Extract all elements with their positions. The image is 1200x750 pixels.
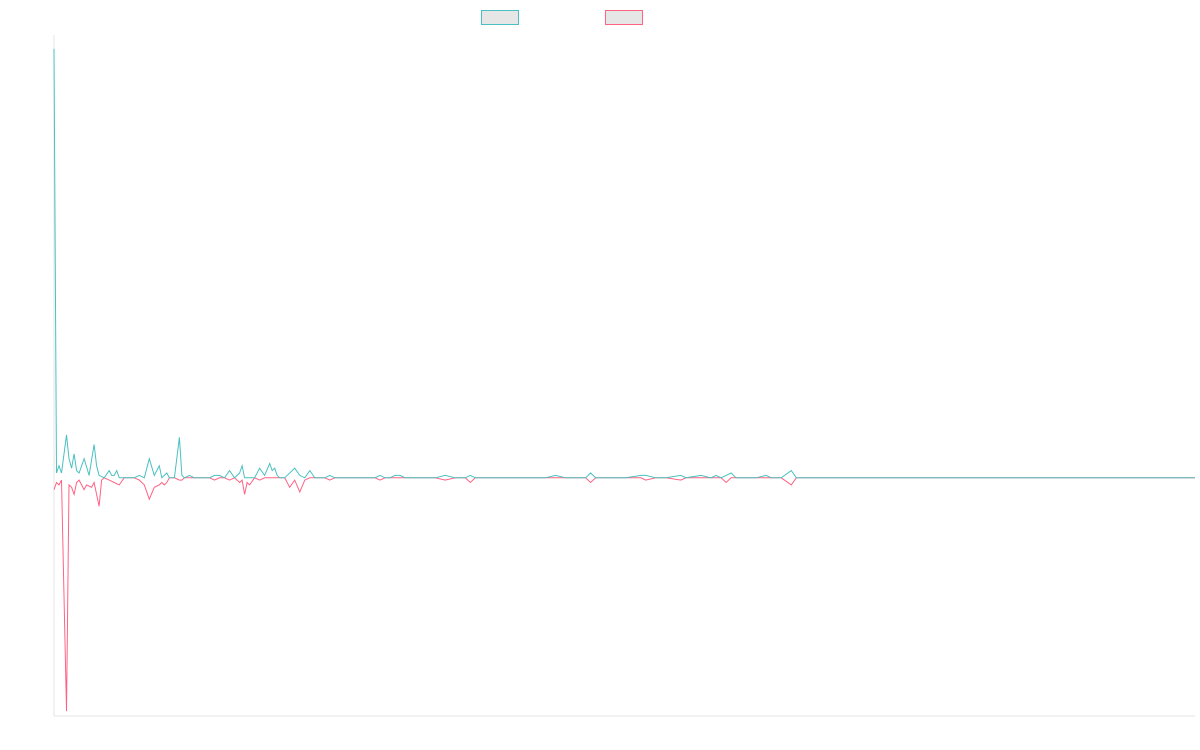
series-line-b bbox=[53, 477, 1195, 712]
series-layer bbox=[53, 48, 1195, 712]
series-line-a bbox=[53, 48, 1195, 479]
chart-axes bbox=[53, 35, 1195, 717]
legend-swatch-series-a[interactable] bbox=[481, 10, 519, 25]
legend-swatch-series-b[interactable] bbox=[605, 10, 643, 25]
